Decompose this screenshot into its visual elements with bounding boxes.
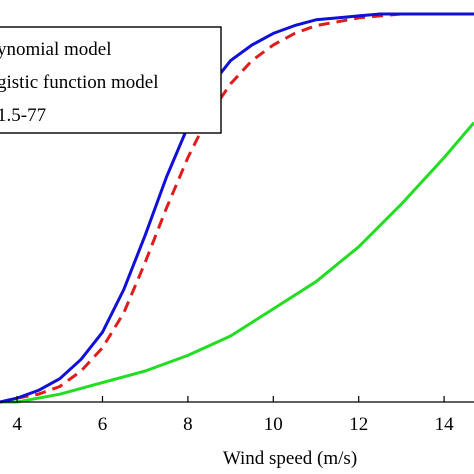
legend-entry: ynomial model (0, 39, 112, 60)
x-axis-label: Wind speed (m/s) (223, 448, 357, 469)
series-line-1 (0, 12, 474, 404)
series-line-2 (0, 121, 474, 404)
x-ticks: 4 6 8 10 12 14 (12, 396, 454, 435)
legend-entry: 1.5-77 (0, 105, 46, 126)
x-tick-label: 10 (264, 414, 283, 435)
plot-lines (0, 12, 474, 404)
x-tick-label: 4 (12, 414, 22, 435)
legend-entry: gistic function model (0, 72, 158, 93)
x-tick-label: 6 (98, 414, 108, 435)
legend-box (0, 26, 222, 134)
series-line-0 (0, 12, 474, 404)
x-tick-label: 8 (183, 414, 193, 435)
x-tick-label: 12 (349, 414, 368, 435)
x-tick-label: 14 (435, 414, 455, 435)
legend: ynomial model gistic function model 1.5-… (0, 26, 222, 134)
